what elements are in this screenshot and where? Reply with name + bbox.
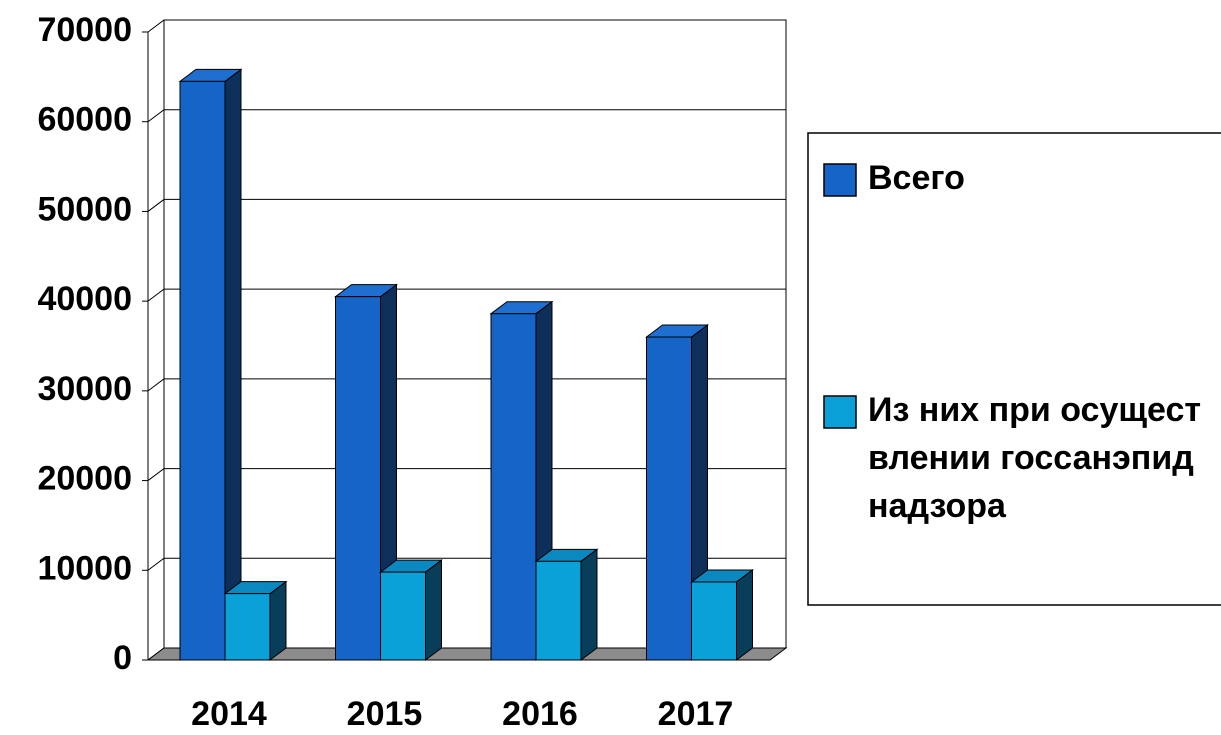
- legend-label: Всего: [868, 159, 965, 197]
- bar-front: [224, 593, 271, 661]
- bar: [690, 568, 754, 661]
- bar: [178, 68, 243, 661]
- legend-swatch: [823, 395, 857, 429]
- bar: [379, 559, 443, 661]
- y-tick-label: 30000: [37, 370, 132, 408]
- bar-side: [224, 68, 242, 661]
- x-tick-label: 2017: [658, 695, 734, 733]
- bar-side: [580, 548, 598, 661]
- y-tick-label: 0: [113, 639, 132, 677]
- y-tick-label: 20000: [37, 460, 132, 498]
- grid-line: [147, 198, 786, 212]
- legend-label-box: Всего: [868, 159, 965, 197]
- legend-box: [807, 132, 1221, 606]
- bar: [223, 580, 288, 661]
- grid-line: [147, 378, 786, 392]
- legend-label: Из них при осуществлении госсанэпиднадзо…: [868, 391, 1202, 525]
- y-tick-label: 60000: [37, 101, 132, 139]
- grid-line: [147, 468, 786, 481]
- y-tick-label: 70000: [37, 11, 132, 49]
- bar-side: [269, 580, 287, 661]
- bar: [534, 548, 599, 661]
- bar-front: [535, 560, 582, 661]
- bar-front: [646, 336, 692, 661]
- x-tick-label: 2016: [502, 695, 578, 733]
- bar-front: [691, 581, 737, 661]
- y-tick-label: 40000: [37, 280, 132, 318]
- grid-line: [147, 19, 786, 33]
- bar-side: [425, 559, 442, 661]
- y-tick-label: 50000: [37, 190, 132, 228]
- bar-front: [179, 80, 226, 661]
- bar-side: [736, 568, 753, 661]
- bar-front: [490, 313, 537, 661]
- legend-swatch: [823, 163, 857, 197]
- y-tick-label: 10000: [37, 549, 132, 587]
- bar-front: [380, 571, 426, 661]
- bar-front: [335, 296, 381, 661]
- x-tick-label: 2014: [191, 695, 267, 733]
- legend-label-box: Из них при осуществлении госсанэпиднадзо…: [868, 391, 1202, 525]
- grid-line: [147, 109, 786, 123]
- grid-line: [147, 288, 786, 302]
- x-tick-label: 2015: [347, 695, 423, 733]
